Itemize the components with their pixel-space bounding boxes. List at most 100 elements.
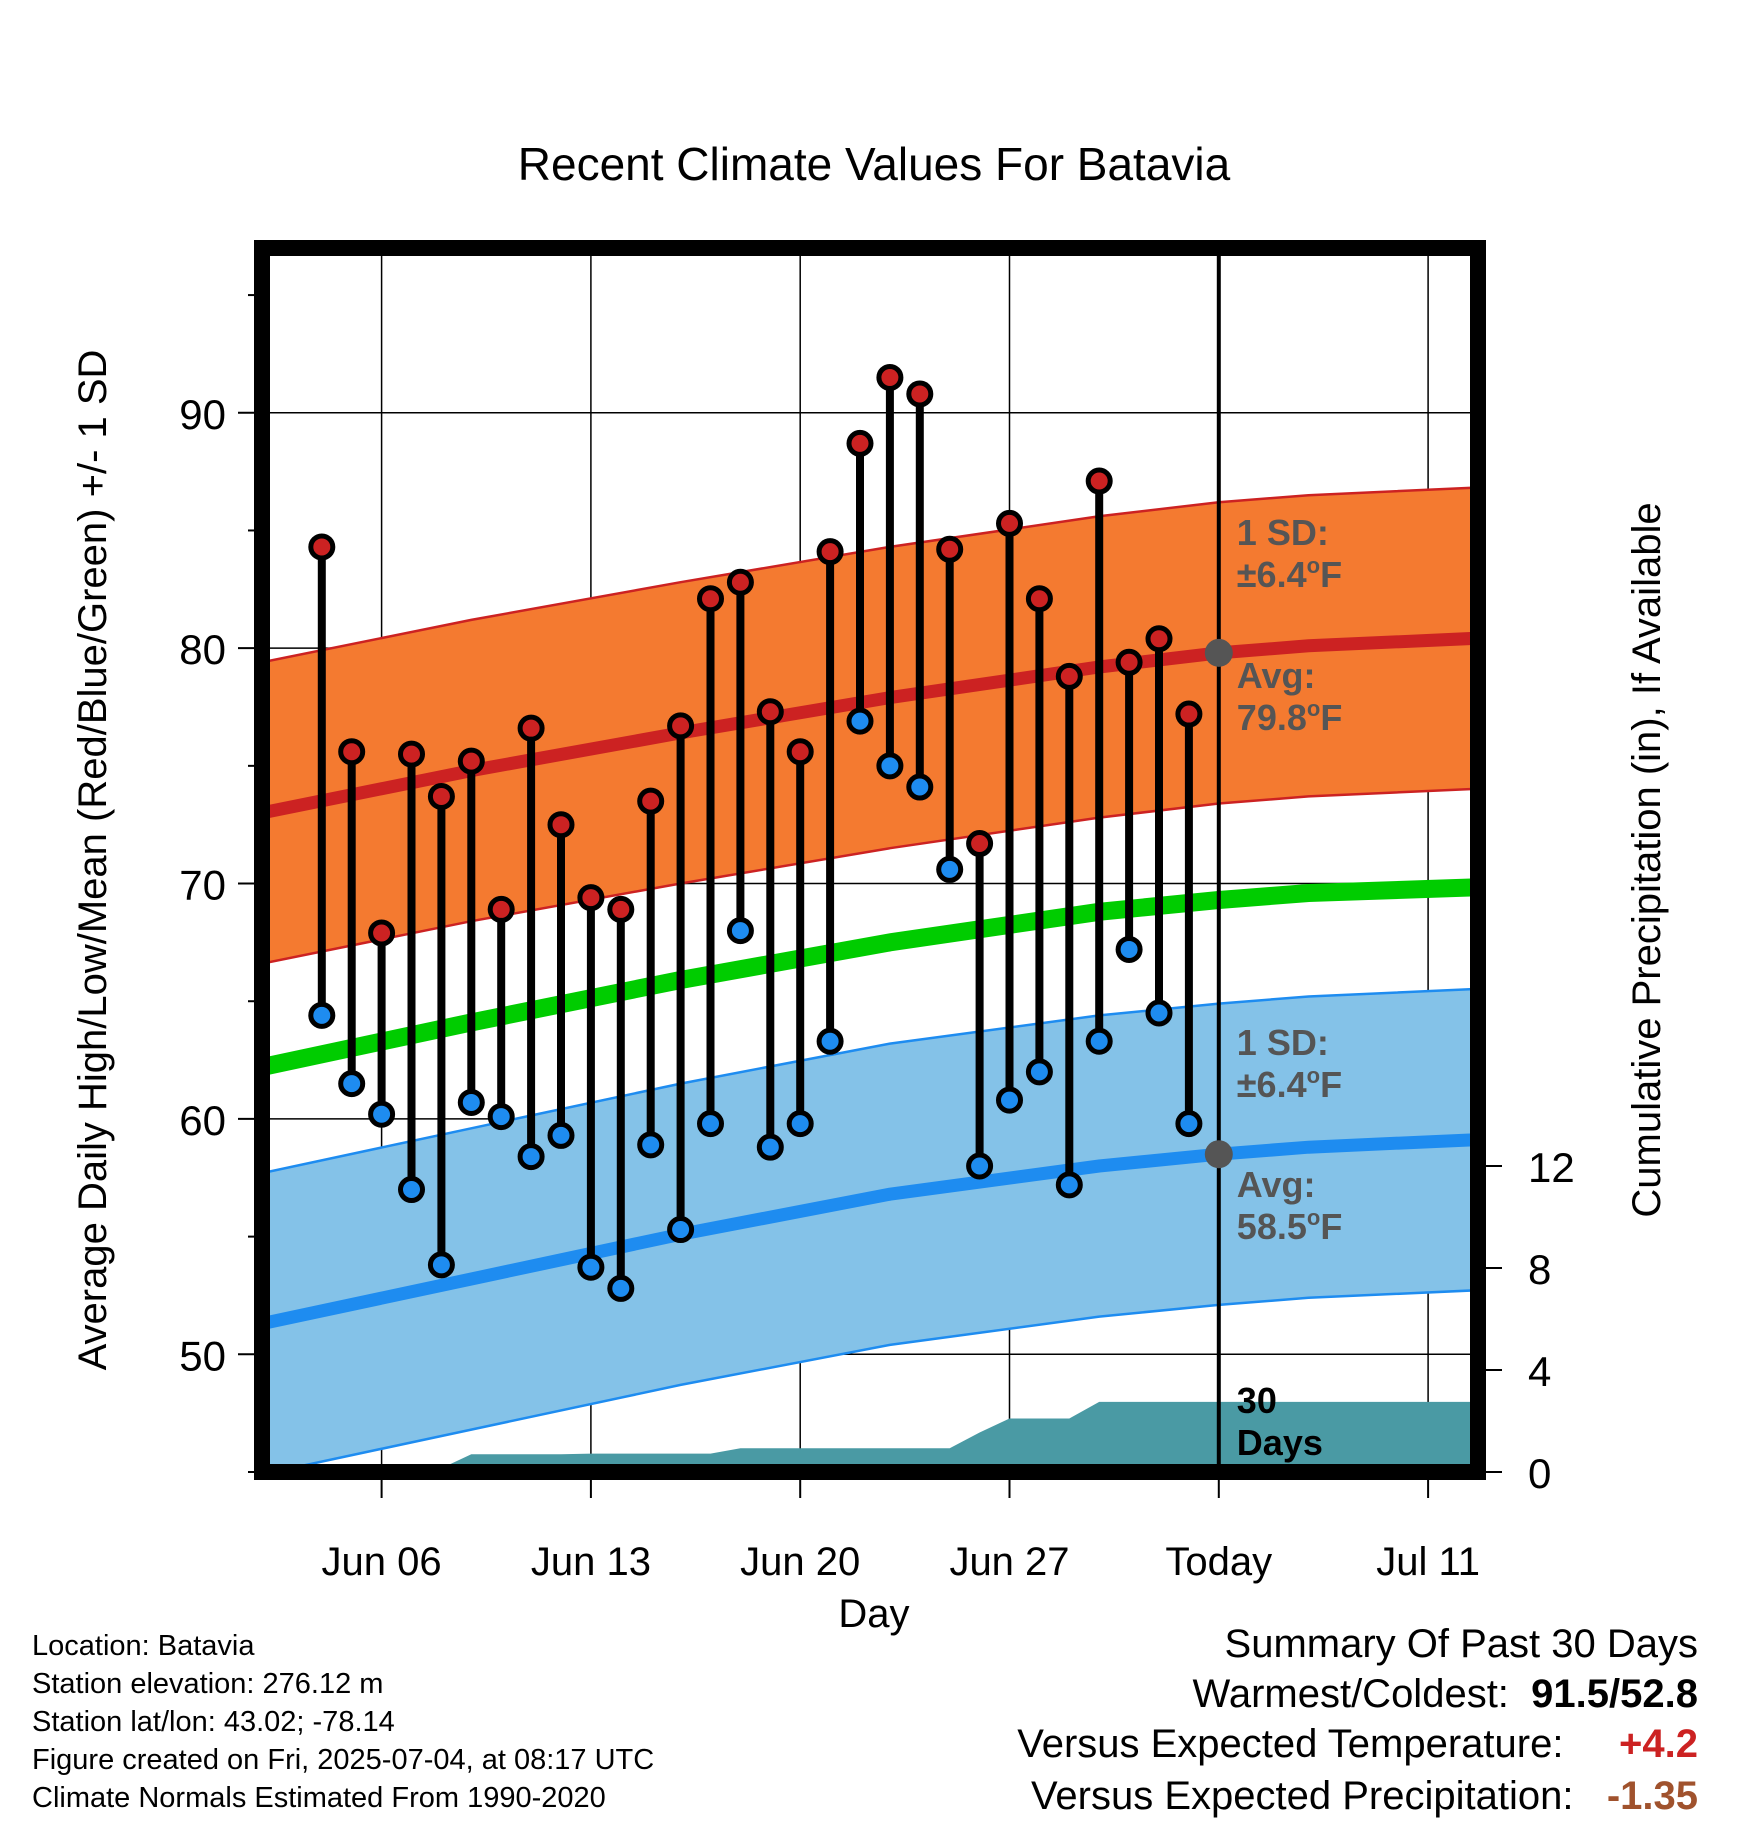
daily-high-point <box>756 698 784 726</box>
daily-low-point <box>756 1133 784 1161</box>
x-tick-label: Jun 06 <box>322 1540 442 1584</box>
daily-low-point <box>726 917 754 945</box>
high-sd-annotation: 1 SD: <box>1237 512 1329 553</box>
daily-high-point <box>846 429 874 457</box>
low-avg-annotation: Avg: <box>1237 1164 1316 1205</box>
daily-high-point <box>726 568 754 596</box>
x-tick-label: Jun 20 <box>740 1540 860 1584</box>
daily-low-point <box>786 1110 814 1138</box>
footer-latlon: Station lat/lon: 43.02; -78.14 <box>32 1706 395 1738</box>
daily-low-point <box>487 1103 515 1131</box>
daily-low-point <box>577 1253 605 1281</box>
daily-low-point <box>368 1100 396 1128</box>
daily-high-point <box>906 380 934 408</box>
plot-frame <box>254 240 1486 1480</box>
summary-title: Summary Of Past 30 Days <box>1224 1622 1698 1666</box>
footer-elevation: Station elevation: 276.12 m <box>32 1668 384 1700</box>
daily-low-point <box>996 1086 1023 1114</box>
summary-precip-value: -1.35 <box>1606 1774 1698 1818</box>
daily-low-point <box>1115 935 1143 963</box>
today-high-avg-marker <box>1204 638 1233 667</box>
daily-high-point <box>1115 648 1143 676</box>
y2-tick-label: 12 <box>1528 1144 1575 1191</box>
daily-high-point <box>667 712 695 740</box>
x-tick-label: Today <box>1165 1540 1272 1584</box>
daily-high-point <box>637 787 665 815</box>
daily-low-point <box>637 1131 665 1159</box>
daily-low-point <box>547 1121 575 1149</box>
low-sd-annotation: ±6.4oF <box>1237 1063 1342 1105</box>
y-tick-label: 70 <box>179 862 226 909</box>
summary-temp-row: Versus Expected Temperature: +4.2 <box>1017 1722 1698 1767</box>
daily-high-point <box>457 747 485 775</box>
mean-avg-line <box>262 878 1478 1076</box>
summary-sep: / <box>1609 1672 1621 1716</box>
chart-title: Recent Climate Values For Batavia <box>518 138 1231 190</box>
daily-high-point <box>308 533 336 561</box>
daily-low-point <box>667 1216 695 1244</box>
daily-low-point <box>427 1251 455 1279</box>
today-low-avg-marker <box>1204 1140 1233 1169</box>
daily-high-point <box>427 782 455 810</box>
x-axis-label: Day <box>838 1592 909 1636</box>
daily-high-point <box>547 811 575 839</box>
daily-high-point <box>816 538 844 566</box>
summary-warmest-value: 91.5 <box>1531 1672 1610 1716</box>
summary-coldest-value: 52.8 <box>1620 1672 1698 1716</box>
daily-high-point <box>966 830 994 858</box>
daily-low-point <box>1085 1027 1113 1055</box>
daily-high-point <box>1175 700 1203 728</box>
y-tick-label: 60 <box>179 1097 226 1144</box>
footer-location: Location: Batavia <box>32 1630 255 1662</box>
summary-precip-row: Versus Expected Precipitation: -1.35 <box>1031 1774 1698 1819</box>
daily-high-point <box>697 585 724 613</box>
daily-low-point <box>876 752 904 780</box>
summary-temp-value: +4.2 <box>1619 1722 1698 1766</box>
daily-high-point <box>936 535 964 563</box>
high-avg-annotation: Avg: <box>1237 655 1316 696</box>
daily-low-point <box>398 1176 425 1204</box>
daily-high-point <box>338 738 366 766</box>
daily-high-point <box>1085 467 1113 495</box>
summary-warmest-row: Warmest/Coldest: 91.5/52.8 <box>1193 1672 1698 1717</box>
precip-days-annotation: Days <box>1237 1422 1323 1463</box>
daily-high-point <box>577 884 605 912</box>
daily-high-point <box>398 740 425 768</box>
daily-high-point <box>1025 585 1053 613</box>
daily-low-point <box>1175 1110 1203 1138</box>
y2-tick-label: 4 <box>1528 1348 1551 1395</box>
daily-high-point <box>996 509 1023 537</box>
daily-low-point <box>308 1001 336 1029</box>
daily-low-point <box>906 773 934 801</box>
daily-low-point <box>1055 1171 1083 1199</box>
low-avg-annotation: 58.5oF <box>1237 1205 1343 1247</box>
high-avg-annotation: 79.8oF <box>1237 696 1343 738</box>
daily-low-point <box>1025 1058 1053 1086</box>
daily-low-point <box>1145 999 1173 1027</box>
daily-low-point <box>338 1070 366 1098</box>
daily-high-point <box>786 738 814 766</box>
daily-high-point <box>487 895 515 923</box>
low-sd-band <box>262 987 1478 1472</box>
summary-warmest-label: Warmest/Coldest: <box>1192 1672 1509 1716</box>
daily-low-point <box>517 1143 545 1171</box>
daily-high-point <box>368 919 396 947</box>
y-tick-label: 90 <box>179 391 226 438</box>
footer-created: Figure created on Fri, 2025-07-04, at 08… <box>32 1744 655 1776</box>
daily-high-point <box>517 714 545 742</box>
footer-normals: Climate Normals Estimated From 1990-2020 <box>32 1782 606 1814</box>
daily-high-point <box>1145 625 1173 653</box>
x-tick-label: Jul 11 <box>1376 1540 1480 1584</box>
low-sd-annotation: 1 SD: <box>1237 1022 1329 1063</box>
daily-low-point <box>607 1274 635 1302</box>
y-tick-label: 80 <box>179 626 226 673</box>
daily-low-point <box>457 1088 485 1116</box>
y2-tick-label: 0 <box>1528 1450 1551 1497</box>
precip-area <box>351 1401 1478 1472</box>
daily-low-point <box>966 1152 994 1180</box>
x-tick-label: Jun 27 <box>949 1540 1069 1584</box>
low-avg-line <box>262 1133 1478 1331</box>
y2-tick-label: 8 <box>1528 1246 1551 1293</box>
